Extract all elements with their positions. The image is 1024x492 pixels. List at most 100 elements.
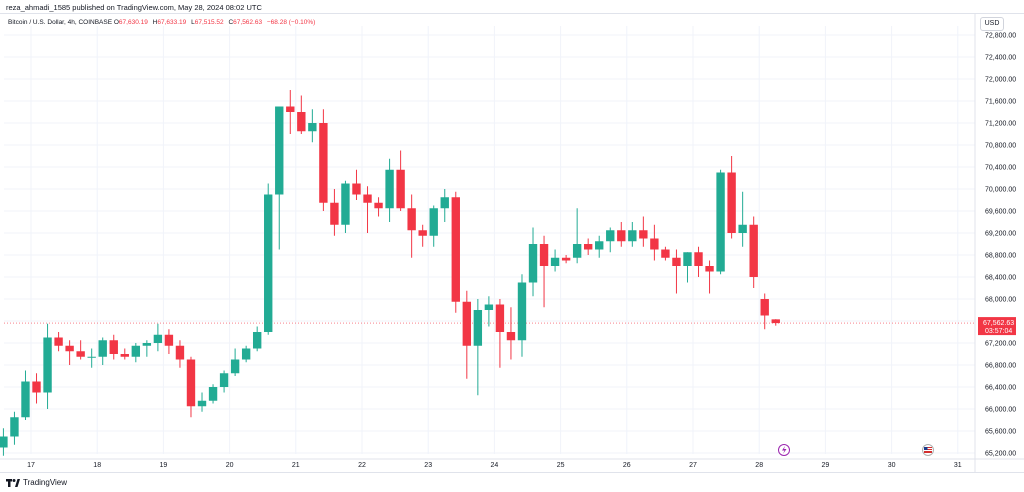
candle[interactable]: [771, 319, 780, 326]
currency-button[interactable]: USD: [980, 17, 1004, 31]
candle[interactable]: [264, 183, 273, 335]
candle[interactable]: [385, 158, 394, 222]
candle[interactable]: [330, 189, 339, 236]
candle[interactable]: [10, 411, 19, 445]
candle[interactable]: [639, 216, 648, 247]
candle[interactable]: [749, 216, 758, 289]
candle[interactable]: [76, 340, 85, 360]
candle-body: [506, 332, 516, 341]
candle-body: [440, 197, 449, 209]
candle[interactable]: [219, 370, 229, 393]
candle[interactable]: [65, 340, 74, 365]
y-tick-label: 72,800.00: [985, 33, 1016, 40]
candle[interactable]: [297, 95, 306, 135]
candle[interactable]: [186, 356, 196, 418]
candle[interactable]: [153, 323, 163, 352]
candle[interactable]: [0, 428, 8, 456]
candle[interactable]: [429, 205, 438, 247]
candle[interactable]: [87, 348, 96, 368]
candle[interactable]: [528, 227, 538, 297]
candle[interactable]: [109, 334, 118, 360]
last-price-countdown: 03:57:04: [985, 328, 1012, 335]
candle[interactable]: [131, 343, 141, 363]
candle[interactable]: [164, 329, 174, 354]
candle[interactable]: [672, 249, 681, 294]
candle-body: [164, 334, 174, 346]
lightning-event-icon[interactable]: [778, 444, 790, 456]
y-tick-label: 71,600.00: [985, 99, 1016, 106]
candle[interactable]: [683, 252, 692, 283]
publisher-line: reza_ahmadi_1585 published on TradingVie…: [6, 3, 262, 12]
candle[interactable]: [572, 208, 582, 264]
candle[interactable]: [252, 326, 262, 352]
chart-legend: Bitcoin / U.S. Dollar, 4h, COINBASE O67,…: [8, 19, 318, 26]
candle[interactable]: [396, 150, 405, 212]
candle[interactable]: [363, 186, 372, 233]
candle-body: [65, 345, 74, 352]
us-flag-event-icon[interactable]: [922, 444, 934, 456]
candle[interactable]: [308, 109, 317, 143]
candle[interactable]: [495, 299, 505, 368]
candle-body: [495, 304, 505, 332]
candle[interactable]: [517, 274, 527, 357]
candle[interactable]: [716, 169, 725, 275]
candle-body: [208, 387, 218, 401]
candle[interactable]: [650, 224, 659, 261]
candle[interactable]: [705, 260, 714, 294]
x-axis-labels: 17 18 19 20 21 22 23 24 25 26 27 28 29 30 31: [27, 462, 962, 469]
candle[interactable]: [617, 222, 626, 247]
candle[interactable]: [550, 249, 560, 272]
candle[interactable]: [473, 299, 483, 396]
candle[interactable]: [628, 222, 637, 247]
candle[interactable]: [21, 370, 30, 421]
legend-change: −68.28 (−0.10%): [266, 19, 316, 26]
candle[interactable]: [727, 156, 736, 239]
candle[interactable]: [440, 189, 449, 222]
y-tick-label: 72,400.00: [985, 55, 1016, 62]
candle[interactable]: [374, 197, 383, 217]
candle[interactable]: [539, 235, 549, 308]
y-tick-label: 66,800.00: [985, 363, 1016, 370]
candle[interactable]: [98, 337, 107, 366]
candle[interactable]: [241, 345, 251, 363]
candle[interactable]: [407, 194, 416, 258]
candle-body: [473, 310, 483, 346]
candle-body: [418, 230, 427, 236]
candle[interactable]: [561, 255, 571, 264]
candle[interactable]: [595, 235, 604, 258]
y-tick-label: 70,800.00: [985, 143, 1016, 150]
candle[interactable]: [606, 227, 615, 253]
candle[interactable]: [197, 392, 207, 412]
candle[interactable]: [32, 373, 41, 404]
candle[interactable]: [43, 323, 52, 409]
candle[interactable]: [738, 191, 747, 247]
x-tick-label: 18: [93, 462, 101, 469]
y-tick-label: 70,000.00: [985, 187, 1016, 194]
candle-body: [617, 230, 626, 242]
candle[interactable]: [694, 246, 703, 277]
candle[interactable]: [275, 106, 284, 250]
candle-body: [197, 400, 207, 407]
candle[interactable]: [418, 224, 427, 247]
candle[interactable]: [451, 191, 460, 313]
y-tick-label: 65,600.00: [985, 429, 1016, 436]
candle[interactable]: [352, 169, 361, 200]
candle[interactable]: [661, 246, 670, 261]
candle[interactable]: [760, 293, 769, 330]
candle[interactable]: [54, 332, 63, 352]
candle[interactable]: [462, 290, 472, 379]
candle[interactable]: [341, 180, 350, 233]
candle[interactable]: [142, 340, 152, 357]
candle[interactable]: [484, 296, 494, 327]
candle[interactable]: [230, 348, 240, 377]
candle[interactable]: [175, 340, 185, 368]
candle[interactable]: [506, 307, 516, 360]
x-tick-label: 25: [557, 462, 565, 469]
candle[interactable]: [319, 109, 328, 211]
candle[interactable]: [120, 348, 129, 360]
candle[interactable]: [583, 238, 593, 256]
candle[interactable]: [286, 90, 295, 134]
candle[interactable]: [208, 384, 218, 404]
candle-body: [241, 348, 251, 360]
